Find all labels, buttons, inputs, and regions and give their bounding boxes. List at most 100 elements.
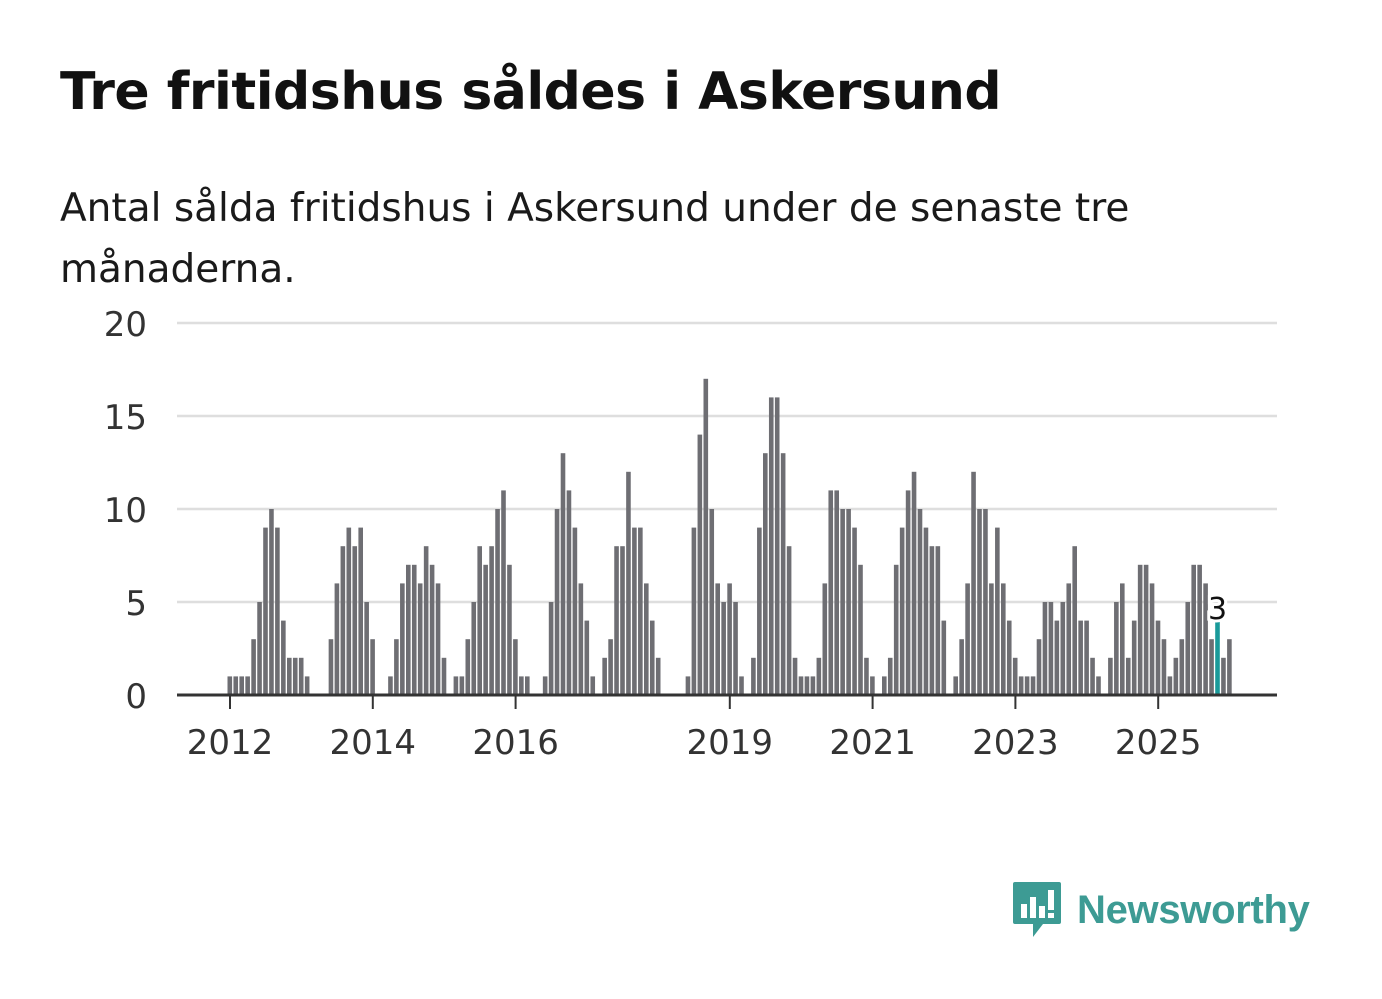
bar bbox=[1048, 602, 1054, 695]
bar bbox=[275, 527, 280, 695]
bar bbox=[614, 546, 619, 695]
bar bbox=[566, 490, 572, 695]
bar bbox=[483, 564, 488, 695]
bar bbox=[638, 527, 643, 695]
bar bbox=[328, 639, 334, 695]
bar bbox=[965, 583, 970, 695]
y-tick-label: 0 bbox=[125, 677, 147, 717]
bar bbox=[548, 602, 554, 695]
bar bbox=[1143, 564, 1149, 695]
bar bbox=[507, 564, 512, 695]
bar bbox=[780, 453, 786, 695]
bar bbox=[852, 527, 857, 695]
chart-title: Tre fritidshus såldes i Askersund bbox=[60, 62, 1002, 122]
bar bbox=[1120, 583, 1125, 695]
bar bbox=[774, 397, 780, 695]
bar bbox=[477, 546, 482, 695]
bar bbox=[685, 676, 691, 695]
bar bbox=[989, 583, 994, 695]
bar bbox=[1084, 620, 1089, 695]
bar bbox=[1161, 639, 1167, 695]
bar bbox=[1131, 620, 1137, 695]
bar bbox=[763, 453, 768, 695]
bar bbox=[441, 657, 447, 695]
bar bbox=[983, 509, 988, 695]
bar bbox=[786, 546, 792, 695]
bar bbox=[334, 583, 340, 695]
bar bbox=[1173, 657, 1179, 695]
bar bbox=[489, 546, 494, 695]
bar bbox=[655, 657, 661, 695]
bar bbox=[417, 583, 423, 695]
bar bbox=[1108, 657, 1113, 695]
bar bbox=[227, 676, 233, 695]
bar bbox=[1149, 583, 1155, 695]
bar bbox=[423, 546, 429, 695]
bar bbox=[269, 509, 274, 695]
bar bbox=[768, 397, 774, 695]
bar bbox=[525, 676, 530, 695]
bar bbox=[899, 527, 905, 695]
bar bbox=[834, 490, 839, 695]
bar bbox=[893, 564, 899, 695]
bar bbox=[905, 490, 911, 695]
bar bbox=[281, 620, 286, 695]
highlighted-bar bbox=[1215, 620, 1220, 695]
bar bbox=[810, 676, 816, 695]
bar bbox=[233, 676, 239, 695]
bar bbox=[917, 509, 923, 695]
bar bbox=[1191, 564, 1196, 695]
bar bbox=[971, 471, 976, 695]
highlight-value-label: 3 bbox=[1208, 592, 1227, 627]
bar bbox=[757, 527, 762, 695]
bar bbox=[1203, 583, 1208, 695]
bar bbox=[935, 546, 941, 695]
bar bbox=[590, 676, 596, 695]
bar bbox=[1078, 620, 1083, 695]
bar bbox=[304, 676, 310, 695]
bar bbox=[1096, 676, 1101, 695]
bar bbox=[709, 509, 715, 695]
bar bbox=[602, 657, 607, 695]
bar bbox=[995, 527, 1000, 695]
bar bbox=[1185, 602, 1191, 695]
bar bbox=[798, 676, 804, 695]
bar bbox=[1114, 602, 1119, 695]
bar bbox=[388, 676, 393, 695]
bar bbox=[828, 490, 834, 695]
newsworthy-logo[interactable]: Newsworthy bbox=[1011, 880, 1310, 940]
bar bbox=[1042, 602, 1048, 695]
bar bbox=[739, 676, 744, 695]
bar bbox=[953, 676, 958, 695]
x-tick-label: 2021 bbox=[829, 723, 916, 763]
bar bbox=[1066, 583, 1072, 695]
bar bbox=[519, 676, 524, 695]
x-tick-label: 2014 bbox=[330, 723, 417, 763]
bar bbox=[929, 546, 935, 695]
bar bbox=[1197, 564, 1202, 695]
bar bbox=[816, 657, 822, 695]
bar bbox=[542, 676, 548, 695]
bar bbox=[858, 564, 863, 695]
bar bbox=[1001, 583, 1006, 695]
bar bbox=[1036, 639, 1042, 695]
bar bbox=[1018, 676, 1024, 695]
bar bbox=[1155, 620, 1161, 695]
bar bbox=[1090, 657, 1095, 695]
newsworthy-chart-bubble-icon bbox=[1013, 882, 1061, 937]
bar bbox=[394, 639, 399, 695]
bar bbox=[751, 657, 756, 695]
bar bbox=[721, 602, 726, 695]
bar bbox=[804, 676, 810, 695]
bar bbox=[870, 676, 875, 695]
bar bbox=[471, 602, 477, 695]
bar bbox=[364, 602, 369, 695]
bar bbox=[691, 527, 697, 695]
bar bbox=[632, 527, 637, 695]
bar bbox=[1024, 676, 1030, 695]
bar bbox=[644, 583, 649, 695]
bar bbox=[1227, 639, 1232, 695]
bar bbox=[697, 434, 703, 695]
bar bbox=[263, 527, 268, 695]
